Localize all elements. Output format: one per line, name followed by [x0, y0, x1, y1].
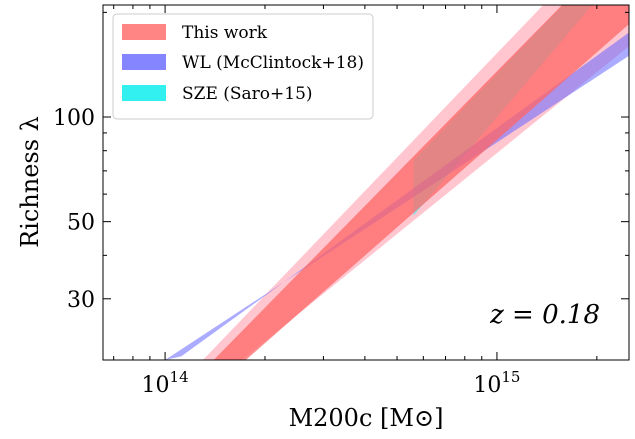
- legend-frame: [112, 13, 374, 120]
- y-tick-label: 50: [67, 211, 95, 236]
- this-work-inner-band: [213, 5, 629, 360]
- legend-label-wl: WL (McClintock+18): [182, 53, 364, 73]
- legend-swatch-wl: [122, 54, 166, 70]
- plot-area: [165, 5, 629, 360]
- y-tick-label: 100: [53, 106, 95, 131]
- legend-label-this-work: This work: [182, 23, 268, 43]
- axis-ticks: 1014 1015 30 50 100: [53, 5, 629, 398]
- legend: This work WL (McClintock+18) SZE (Saro+1…: [112, 13, 374, 120]
- legend-swatch-this-work: [122, 24, 166, 40]
- x-tick-label: 1015: [473, 368, 520, 398]
- redshift-annotation: z = 0.18: [489, 300, 600, 330]
- y-axis-title: Richness λ: [16, 116, 44, 248]
- plot-frame: [102, 4, 630, 361]
- y-tick-label: 30: [67, 288, 95, 313]
- legend-label-sze: SZE (Saro+15): [182, 84, 313, 104]
- legend-swatch-sze: [122, 85, 166, 101]
- x-tick-label: 1014: [142, 368, 189, 398]
- x-axis-title: M200c [M⊙]: [289, 404, 444, 432]
